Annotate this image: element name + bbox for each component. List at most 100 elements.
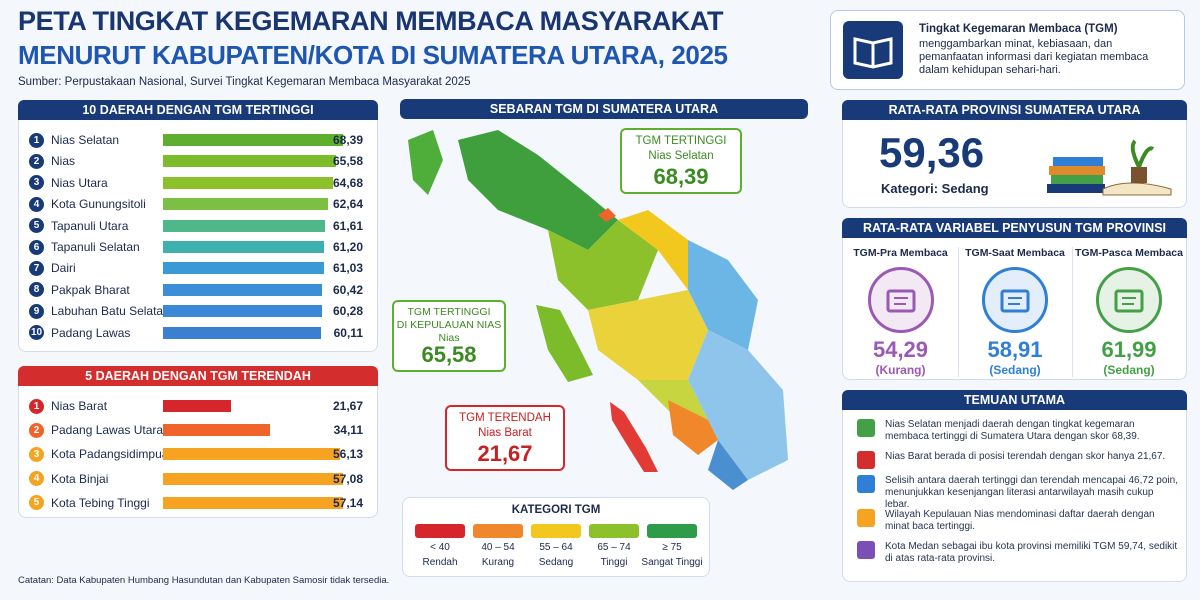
bar: [163, 134, 343, 146]
rank-badge: 3: [29, 446, 44, 462]
bar-row: 8 Pakpak Bharat 60,42: [29, 281, 367, 299]
finding-item: Kota Medan sebagai ibu kota provinsi mem…: [853, 541, 1178, 565]
bar-label: Nias: [51, 154, 76, 169]
legend-label: Tinggi: [600, 557, 628, 568]
variable-column: TGM-Saat Membaca 58,91 (Sedang): [958, 247, 1071, 377]
variable-name: TGM-Saat Membaca: [965, 247, 1065, 259]
bar-row: 1 Nias Barat 21,67: [29, 397, 367, 415]
legend-label: Sedang: [538, 557, 574, 568]
rank-badge: 1: [29, 398, 44, 414]
rank-badge: 2: [29, 422, 44, 438]
finding-item: Selisih antara daerah tertinggi dan tere…: [853, 475, 1178, 511]
variable-icon: [867, 267, 934, 333]
legend-title: KATEGORI TGM: [511, 504, 601, 516]
callout-value: 65,58: [421, 342, 477, 367]
bar-label: Nias Selatan: [51, 133, 120, 147]
bar: [163, 283, 323, 296]
bar-row: 1 Nias Selatan 68,39: [29, 131, 367, 149]
variable-value: 58,91: [987, 337, 1043, 362]
panel-header: SEBARAN TGM DI SUMATERA UTARA: [400, 99, 808, 119]
title: PETA TINGKAT KEGEMARAN MEMBACA MASYARAKA…: [18, 6, 724, 36]
bar-label: Kota Binjai: [51, 471, 109, 486]
value-label: 65,58: [332, 154, 363, 169]
bar: [163, 424, 271, 437]
bar: [163, 305, 322, 318]
callout-title: DI KEPULAUAN NIAS: [396, 319, 502, 331]
map-panel: SEBARAN TGM DI SUMATERA UTARA TGM TERTIN…: [388, 99, 820, 582]
finding-text: Selisih antara daerah tertinggi dan tere…: [885, 475, 1178, 510]
bar-label: Kota Gunungsitoli: [51, 197, 146, 212]
rank-badge: 9: [29, 303, 44, 319]
legend-swatch: [415, 524, 465, 538]
legend-range: 65 – 74: [597, 542, 631, 553]
bar-label: Nias Barat: [51, 399, 108, 413]
callout-region: Nias: [438, 332, 460, 344]
bar: [163, 176, 334, 189]
info-box: Tingkat Kegemaran Membaca (TGM) menggamb…: [830, 10, 1185, 90]
callout-title: TGM TERENDAH: [459, 412, 551, 424]
bar: [163, 198, 328, 211]
value-label: 61,03: [332, 261, 363, 276]
finding-text: Kota Medan sebagai ibu kota provinsi mem…: [885, 541, 1178, 564]
bar-label: Padang Lawas Utara: [51, 423, 164, 438]
value-label: 21,67: [332, 399, 363, 413]
bar-row: 5 Tapanuli Utara 61,61: [29, 217, 367, 235]
finding-icon: [857, 451, 875, 469]
legend-swatch: [531, 524, 581, 538]
legend: KATEGORI TGM < 40 Rendah 40 – 54 Kurang 55 –…: [402, 497, 710, 577]
bar-label: Nias Utara: [51, 175, 108, 190]
value-label: 60,28: [332, 304, 363, 319]
legend-range: 55 – 64: [539, 542, 573, 553]
value-label: 61,20: [332, 240, 363, 254]
rank-badge: 3: [29, 175, 44, 191]
bar-row: 2 Nias 65,58: [29, 152, 367, 170]
legend-label: Kurang: [481, 557, 515, 568]
top10-panel: 10 DAERAH DENGAN TGM TERTINGGI 1 Nias Sela…: [18, 100, 378, 352]
variable-value: 61,99: [1101, 337, 1157, 362]
average-panel: RATA-RATA PROVINSI SUMATERA UTARA 59,36 …: [842, 100, 1187, 208]
rank-badge: 1: [29, 132, 44, 148]
value-label: 56,13: [332, 447, 363, 462]
rank-badge: 7: [29, 260, 44, 276]
legend-swatch: [589, 524, 639, 538]
bar-label: Pakpak Bharat: [51, 282, 130, 297]
bar-row: 2 Padang Lawas Utara 34,11: [29, 421, 367, 439]
bar: [163, 448, 340, 461]
panel-header: 5 DAERAH DENGAN TGM TERENDAH: [18, 366, 378, 386]
rank-badge: 5: [29, 218, 44, 234]
finding-text: Nias Barat berada di posisi terendah den…: [885, 451, 1166, 462]
callout-region: Nias Barat: [478, 427, 532, 439]
callout-value: 68,39: [653, 164, 709, 189]
bar-row: 4 Kota Binjai 57,08: [29, 470, 367, 488]
panel-header: TEMUAN UTAMA: [842, 390, 1187, 410]
bar-row: 9 Labuhan Batu Selatan 60,28: [29, 302, 367, 320]
panel-header: RATA-RATA PROVINSI SUMATERA UTARA: [842, 100, 1187, 120]
callout-title: TGM TERTINGGI: [407, 306, 491, 318]
bar: [163, 219, 326, 232]
variable-column: TGM-Pasca Membaca 61,99 (Sedang): [1072, 247, 1185, 377]
panel-header: RATA-RATA VARIABEL PENYUSUN TGM PROVINSI: [842, 218, 1187, 238]
finding-text: Nias Selatan menjadi daerah dengan tingk…: [885, 419, 1140, 442]
value-label: 68,39: [332, 133, 363, 147]
variable-column: TGM-Pra Membaca 54,29 (Kurang): [844, 247, 957, 377]
legend-label: Rendah: [422, 557, 458, 568]
callout-region: Nias Selatan: [648, 150, 714, 162]
bar-row: 5 Kota Tebing Tinggi 57,14: [29, 494, 367, 512]
variables-panel: RATA-RATA VARIABEL PENYUSUN TGM PROVINSI…: [842, 218, 1187, 380]
finding-icon: [857, 541, 875, 559]
info-text: menggambarkan minat, kebiasaan, dan pema…: [919, 38, 1149, 76]
rank-badge: 4: [29, 196, 44, 212]
rank-badge: 8: [29, 282, 44, 298]
variable-icon: [1096, 267, 1162, 333]
map: [408, 130, 788, 490]
variable-value: 54,29: [872, 337, 929, 362]
variable-name: TGM-Pasca Membaca: [1075, 247, 1183, 259]
rank-badge: 6: [29, 239, 44, 255]
bar: [163, 326, 322, 339]
book-icon: [843, 21, 903, 79]
bar-row: 3 Kota Padangsidimpuan 56,13: [29, 445, 367, 463]
variable-category: (Sedang): [1103, 363, 1155, 377]
value-label: 57,08: [332, 471, 363, 486]
value-label: 64,68: [332, 175, 363, 190]
